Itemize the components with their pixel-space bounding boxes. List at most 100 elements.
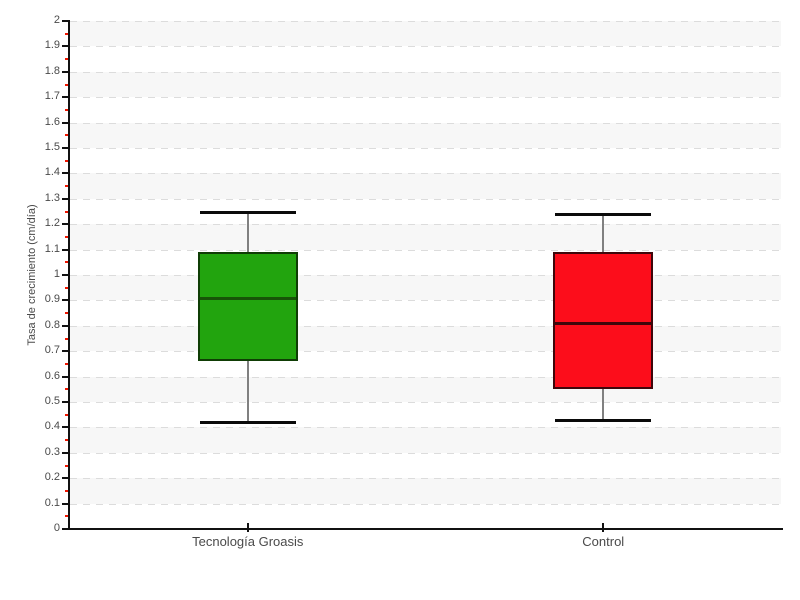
y-minor-tick — [65, 439, 70, 442]
y-axis-line — [68, 20, 70, 530]
y-tick — [62, 197, 70, 200]
gridline — [70, 122, 781, 124]
grid-band — [70, 71, 781, 98]
x-tick — [602, 523, 605, 532]
gridline — [70, 249, 781, 251]
grid-band — [70, 21, 781, 47]
y-tick — [62, 45, 70, 48]
y-minor-tick — [65, 362, 70, 365]
grid-band — [70, 122, 781, 148]
y-tick-label: 1.2 — [44, 217, 60, 230]
y-minor-tick — [65, 312, 70, 315]
y-tick — [62, 70, 70, 73]
y-tick — [62, 350, 70, 353]
gridline — [70, 71, 781, 73]
y-minor-tick — [65, 185, 70, 188]
y-tick — [62, 172, 70, 175]
grid-band — [70, 478, 781, 504]
y-tick-label: 1.3 — [44, 191, 60, 204]
gridline — [70, 275, 781, 276]
y-minor-tick — [65, 210, 70, 213]
y-tick — [62, 96, 70, 99]
grid-band — [70, 173, 781, 199]
y-minor-tick — [65, 83, 70, 86]
y-tick — [62, 121, 70, 124]
y-tick — [62, 426, 70, 429]
y-tick-label: 1.5 — [44, 141, 60, 153]
whisker-cap — [555, 418, 652, 422]
y-minor-tick — [65, 286, 70, 289]
box — [197, 252, 298, 362]
y-minor-tick — [65, 235, 70, 238]
gridline — [70, 148, 781, 149]
y-tick — [62, 248, 70, 251]
y-minor-tick — [65, 108, 70, 111]
x-category-label: Control — [582, 534, 625, 549]
y-tick-label: 1.7 — [44, 90, 60, 103]
y-tick-label: 1.6 — [44, 115, 60, 128]
y-tick — [62, 528, 70, 530]
gridline — [70, 351, 781, 353]
y-tick-label: 0.2 — [44, 471, 60, 484]
x-category-label: Tecnología Groasis — [192, 534, 304, 549]
y-tick-label: 1.4 — [44, 166, 60, 179]
y-tick-label: 0.4 — [44, 420, 60, 433]
y-tick-label: 0.9 — [44, 293, 60, 306]
y-tick — [62, 401, 70, 403]
gridline — [70, 173, 781, 175]
y-tick — [62, 299, 70, 302]
y-minor-tick — [65, 337, 70, 340]
gridline — [70, 300, 781, 302]
y-tick-label: 0.7 — [44, 344, 60, 357]
gridline — [70, 224, 781, 226]
y-tick-label: 1.8 — [44, 64, 60, 77]
gridline — [70, 97, 781, 99]
y-minor-tick — [65, 261, 70, 264]
y-tick — [62, 324, 70, 327]
median-line — [199, 296, 296, 300]
grid-band — [70, 376, 781, 402]
y-tick — [62, 274, 70, 276]
y-tick — [62, 502, 70, 505]
gridline — [70, 21, 781, 22]
y-tick-label: 0.5 — [44, 395, 60, 407]
y-minor-tick — [65, 515, 70, 518]
y-minor-tick — [65, 413, 70, 416]
x-tick — [246, 523, 249, 532]
y-minor-tick — [65, 32, 70, 35]
y-minor-tick — [65, 464, 70, 467]
gridline — [70, 452, 781, 454]
y-tick-label: 0.6 — [44, 369, 60, 382]
y-tick — [62, 147, 70, 149]
y-tick-label: 0 — [53, 522, 60, 534]
grid-band — [70, 325, 781, 352]
y-tick — [62, 375, 70, 378]
x-axis-line — [68, 528, 783, 530]
gridline — [70, 198, 781, 200]
y-tick-label: 0.8 — [44, 318, 60, 331]
box — [553, 252, 654, 390]
y-minor-tick — [65, 134, 70, 137]
y-tick-label: 1 — [53, 268, 60, 280]
gridline — [70, 402, 781, 403]
grid-band — [70, 427, 781, 453]
y-tick-label: 0.3 — [44, 445, 60, 458]
y-tick — [62, 477, 70, 480]
gridline — [70, 376, 781, 378]
y-minor-tick — [65, 388, 70, 391]
grid-band — [70, 275, 781, 301]
gridline — [70, 325, 781, 327]
y-tick-label: 1.9 — [44, 39, 60, 52]
whisker-cap — [199, 210, 296, 214]
y-tick-label: 0.1 — [44, 496, 60, 509]
whisker-cap — [555, 213, 652, 217]
y-minor-tick — [65, 489, 70, 492]
whisker-cap — [199, 421, 296, 425]
y-tick-label: 1.1 — [44, 242, 60, 255]
y-tick — [62, 20, 70, 22]
y-minor-tick — [65, 58, 70, 61]
grid-band — [70, 224, 781, 250]
gridline — [70, 46, 781, 48]
gridline — [70, 478, 781, 480]
